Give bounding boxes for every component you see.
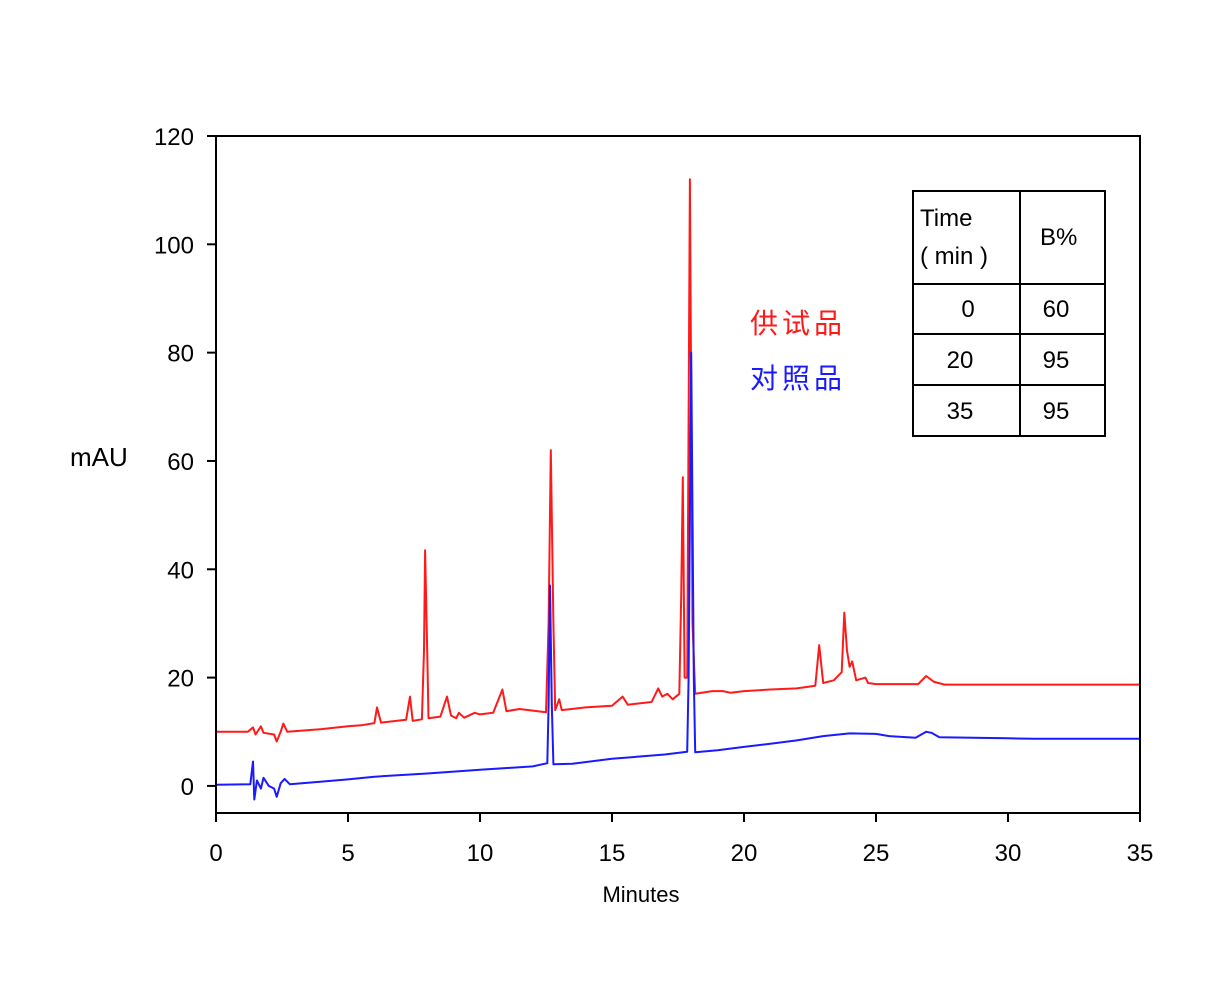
x-tick-label: 5 xyxy=(341,840,354,867)
y-axis: 0 20 40 60 80 100 120 xyxy=(154,124,216,801)
table-header-time-unit: ( min ) xyxy=(920,243,988,270)
y-tick-label: 120 xyxy=(154,124,194,151)
x-tick-label: 0 xyxy=(209,840,222,867)
x-tick-label: 35 xyxy=(1127,840,1154,867)
series-layer xyxy=(215,178,1140,801)
table-cell: 35 xyxy=(947,398,974,425)
legend-sample: 供试品 xyxy=(750,308,846,339)
x-tick-label: 25 xyxy=(863,840,890,867)
table-cell: 95 xyxy=(1043,398,1070,425)
y-tick-label: 60 xyxy=(167,449,194,476)
y-tick-label: 40 xyxy=(167,557,194,584)
table-header-b: B% xyxy=(1040,224,1077,251)
table-cell: 95 xyxy=(1043,347,1070,374)
y-tick-label: 20 xyxy=(167,666,194,693)
x-tick-label: 30 xyxy=(995,840,1022,867)
y-axis-label: mAU xyxy=(70,442,128,472)
y-tick-label: 100 xyxy=(154,232,194,259)
series-line-reference xyxy=(215,351,1140,801)
x-tick-label: 10 xyxy=(467,840,494,867)
legend-reference: 对照品 xyxy=(750,363,846,394)
table-cell: 20 xyxy=(947,347,974,374)
table-header-time: Time xyxy=(920,205,972,232)
x-axis: 0 5 10 15 20 25 30 35 xyxy=(209,813,1153,867)
y-tick-label: 0 xyxy=(181,774,194,801)
x-tick-label: 20 xyxy=(731,840,758,867)
y-tick-label: 80 xyxy=(167,341,194,368)
x-axis-label: Minutes xyxy=(602,882,679,907)
x-tick-label: 15 xyxy=(599,840,626,867)
gradient-table: Time ( min ) B% 0 60 20 95 35 95 xyxy=(912,190,1106,437)
plot-frame xyxy=(215,135,1141,814)
series-line-sample xyxy=(216,178,1140,743)
table-cell: 60 xyxy=(1043,296,1070,323)
table-cell: 0 xyxy=(961,296,974,323)
